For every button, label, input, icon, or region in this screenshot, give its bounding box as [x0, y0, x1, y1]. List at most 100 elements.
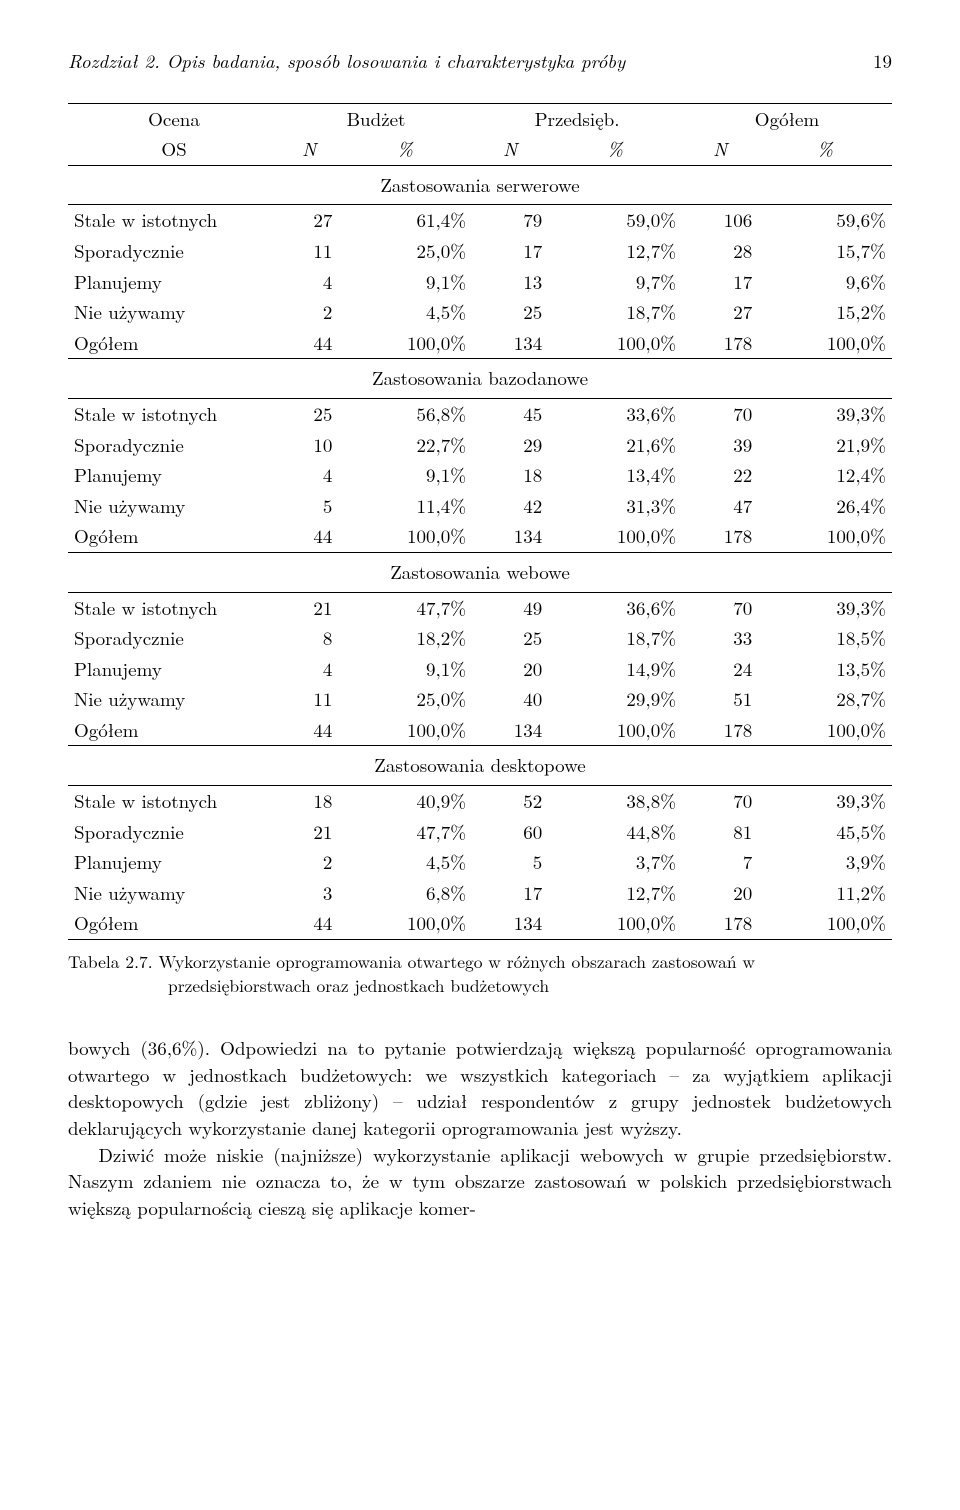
data-cell: 100,0%: [338, 908, 472, 939]
data-cell: 59,0%: [548, 205, 682, 236]
data-cell: 4,5%: [338, 297, 472, 328]
data-cell: 12,4%: [758, 460, 892, 491]
data-cell: 134: [472, 908, 548, 939]
section-title-cell: Zastosowania serwerowe: [68, 165, 892, 205]
table-row: Nie używamy1125,0%4029,9%5128,7%: [68, 684, 892, 715]
data-cell: 25,0%: [338, 236, 472, 267]
data-cell: 9,1%: [338, 460, 472, 491]
row-label: Ogółem: [68, 715, 280, 746]
col-N: N: [280, 134, 338, 165]
data-cell: 17: [472, 236, 548, 267]
data-cell: 28,7%: [758, 684, 892, 715]
col-pct: %: [338, 134, 472, 165]
data-cell: 42: [472, 491, 548, 522]
data-cell: 45,5%: [758, 817, 892, 848]
data-cell: 3,9%: [758, 847, 892, 878]
data-cell: 47: [682, 491, 758, 522]
data-cell: 178: [682, 715, 758, 746]
data-cell: 12,7%: [548, 236, 682, 267]
data-cell: 100,0%: [548, 908, 682, 939]
section-title-cell: Zastosowania webowe: [68, 552, 892, 592]
data-cell: 18: [280, 786, 338, 817]
data-cell: 100,0%: [338, 521, 472, 552]
row-label: Stale w istotnych: [68, 592, 280, 623]
data-cell: 5: [472, 847, 548, 878]
data-cell: 44: [280, 521, 338, 552]
table-row: Stale w istotnych2147,7%4936,6%7039,3%: [68, 592, 892, 623]
data-cell: 11,2%: [758, 878, 892, 909]
data-cell: 100,0%: [758, 908, 892, 939]
data-cell: 11: [280, 236, 338, 267]
row-label: Planujemy: [68, 460, 280, 491]
row-label: Nie używamy: [68, 491, 280, 522]
data-cell: 40,9%: [338, 786, 472, 817]
body-paragraph: bowych (36,6%). Odpowiedzi na to pytanie…: [68, 1035, 892, 1141]
data-cell: 18,5%: [758, 623, 892, 654]
data-cell: 4: [280, 654, 338, 685]
data-cell: 18,7%: [548, 623, 682, 654]
data-cell: 13: [472, 267, 548, 298]
data-cell: 13,4%: [548, 460, 682, 491]
col-ocena: Ocena: [68, 103, 280, 134]
table-row: Stale w istotnych1840,9%5238,8%7039,3%: [68, 786, 892, 817]
data-cell: 4: [280, 460, 338, 491]
row-label: Planujemy: [68, 267, 280, 298]
data-cell: 44,8%: [548, 817, 682, 848]
data-cell: 31,3%: [548, 491, 682, 522]
col-N: N: [682, 134, 758, 165]
data-cell: 100,0%: [338, 715, 472, 746]
data-cell: 10: [280, 430, 338, 461]
data-cell: 51: [682, 684, 758, 715]
row-label: Nie używamy: [68, 297, 280, 328]
data-cell: 40: [472, 684, 548, 715]
data-cell: 178: [682, 521, 758, 552]
data-cell: 100,0%: [758, 715, 892, 746]
data-cell: 18,2%: [338, 623, 472, 654]
data-cell: 20: [472, 654, 548, 685]
row-label: Nie używamy: [68, 878, 280, 909]
data-cell: 39,3%: [758, 786, 892, 817]
row-label: Planujemy: [68, 847, 280, 878]
data-cell: 5: [280, 491, 338, 522]
data-cell: 26,4%: [758, 491, 892, 522]
data-cell: 38,8%: [548, 786, 682, 817]
data-cell: 18: [472, 460, 548, 491]
data-cell: 13,5%: [758, 654, 892, 685]
data-cell: 45: [472, 398, 548, 429]
col-ogolem: Ogółem: [682, 103, 892, 134]
table-caption: Tabela 2.7. Wykorzystanie oprogramowania…: [68, 950, 892, 997]
data-cell: 52: [472, 786, 548, 817]
row-label: Stale w istotnych: [68, 786, 280, 817]
table-row: Nie używamy511,4%4231,3%4726,4%: [68, 491, 892, 522]
data-cell: 2: [280, 847, 338, 878]
row-label: Nie używamy: [68, 684, 280, 715]
data-cell: 25: [472, 623, 548, 654]
row-label: Stale w istotnych: [68, 398, 280, 429]
row-label: Sporadycznie: [68, 623, 280, 654]
table-row: Planujemy49,1%1813,4%2212,4%: [68, 460, 892, 491]
table-row: Sporadycznie2147,7%6044,8%8145,5%: [68, 817, 892, 848]
data-cell: 8: [280, 623, 338, 654]
running-head-text: Rozdział 2. Opis badania, sposób losowan…: [68, 48, 625, 75]
data-cell: 14,9%: [548, 654, 682, 685]
data-cell: 44: [280, 715, 338, 746]
data-cell: 33: [682, 623, 758, 654]
data-cell: 59,6%: [758, 205, 892, 236]
data-cell: 100,0%: [758, 521, 892, 552]
col-budzet: Budżet: [280, 103, 472, 134]
table-row: Ogółem44100,0%134100,0%178100,0%: [68, 328, 892, 359]
data-cell: 9,1%: [338, 267, 472, 298]
data-table: Ocena Budżet Przedsięb. Ogółem OS N % N …: [68, 103, 892, 940]
caption-label: Tabela 2.7.: [68, 949, 153, 974]
data-cell: 22: [682, 460, 758, 491]
data-cell: 25,0%: [338, 684, 472, 715]
data-cell: 39: [682, 430, 758, 461]
data-cell: 134: [472, 715, 548, 746]
data-cell: 21,9%: [758, 430, 892, 461]
col-przedsieb: Przedsięb.: [472, 103, 682, 134]
data-cell: 29: [472, 430, 548, 461]
data-cell: 11: [280, 684, 338, 715]
table-row: Planujemy49,1%2014,9%2413,5%: [68, 654, 892, 685]
table-row: Ogółem44100,0%134100,0%178100,0%: [68, 715, 892, 746]
data-cell: 4,5%: [338, 847, 472, 878]
